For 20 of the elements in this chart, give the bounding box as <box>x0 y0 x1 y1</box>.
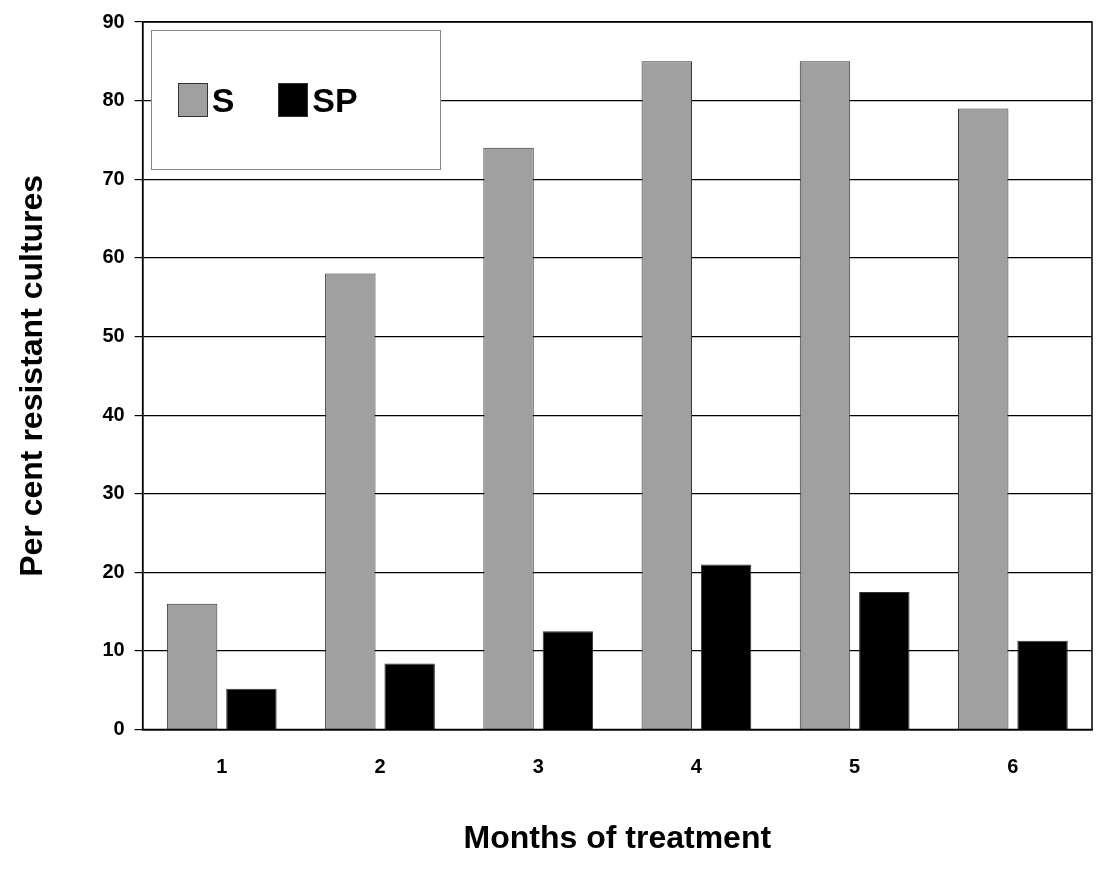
legend-label: S <box>211 80 235 120</box>
y-axis-title: Per cent resistant cultures <box>13 174 50 577</box>
x-tick-label: 5 <box>849 755 861 778</box>
x-axis-title: Months of treatment <box>463 818 772 855</box>
x-tick-label: 1 <box>216 755 228 778</box>
y-tick-label: 0 <box>113 717 125 740</box>
y-tick-label: 70 <box>102 166 125 189</box>
y-tick-label: 80 <box>102 88 125 111</box>
y-tick-label: 60 <box>102 245 125 268</box>
y-tick-label: 90 <box>102 9 125 32</box>
y-tick-label: 40 <box>102 402 125 425</box>
y-tick-label: 30 <box>102 481 125 504</box>
x-tick-label: 3 <box>532 755 544 778</box>
y-tick-label: 20 <box>102 559 125 582</box>
x-tick-label: 2 <box>374 755 386 778</box>
legend-label: SP <box>312 80 358 120</box>
y-tick-label: 50 <box>102 324 125 346</box>
x-tick-label: 4 <box>690 755 703 778</box>
x-tick-label: 6 <box>1007 755 1019 778</box>
y-tick-label: 10 <box>102 638 125 661</box>
